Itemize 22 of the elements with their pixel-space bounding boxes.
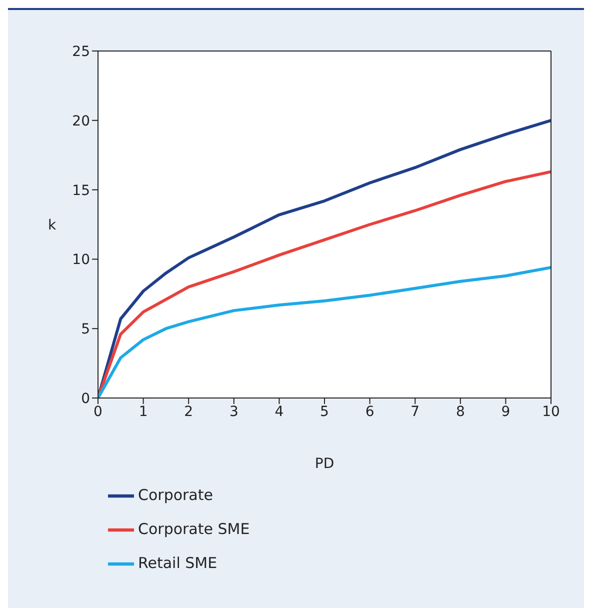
- y-tick-label: 10: [72, 252, 90, 268]
- legend-label: Corporate SME: [138, 520, 250, 538]
- y-tick-label: 20: [72, 113, 90, 130]
- x-tick-label: 9: [501, 404, 510, 420]
- legend-label: Corporate: [138, 486, 213, 504]
- y-tick-label: 15: [72, 182, 90, 199]
- x-tick-label: 6: [365, 404, 374, 420]
- y-tick-label: 5: [81, 322, 90, 338]
- y-tick-label: 25: [72, 44, 90, 60]
- y-axis-title: k: [48, 217, 57, 234]
- x-tick-label: 1: [138, 404, 148, 420]
- x-tick-label: 4: [274, 404, 284, 420]
- x-tick-label: 0: [94, 404, 102, 420]
- x-tick-label: 3: [229, 404, 238, 420]
- x-tick-label: 10: [542, 404, 560, 420]
- legend-label: Retail SME: [138, 554, 218, 572]
- y-tick-label: 0: [81, 390, 90, 407]
- x-tick-label: 2: [184, 404, 194, 420]
- x-tick-label: 7: [410, 404, 420, 420]
- x-tick-label: 8: [456, 404, 465, 420]
- x-axis-title: PD: [314, 456, 334, 472]
- x-tick-label: 5: [320, 404, 329, 420]
